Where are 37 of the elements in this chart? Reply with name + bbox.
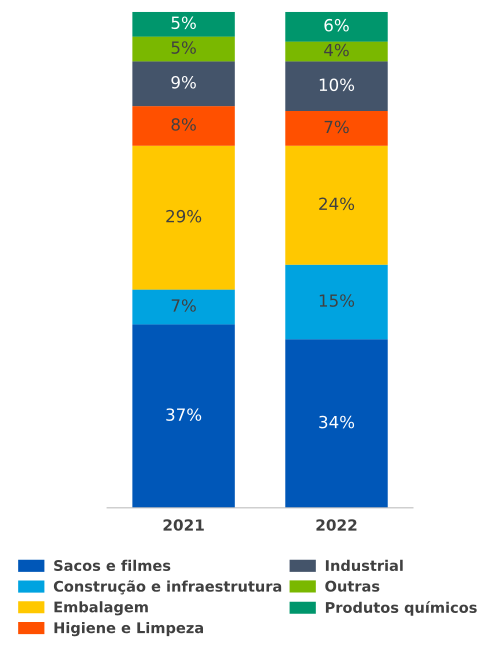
data-label: 4% [324,44,349,56]
data-label: 6% [324,18,349,32]
bar [132,61,235,106]
data-label: 10% [320,78,354,92]
bar [132,324,235,508]
bar [132,12,235,37]
data-label: 15% [320,294,354,307]
bar [132,146,235,290]
data-label: 9% [171,76,196,89]
legend-label: Industrial [326,560,403,572]
bar [285,146,388,265]
data-label: 5% [172,16,196,30]
bar [132,106,235,146]
data-label: 5% [172,41,196,54]
bar [285,264,388,340]
legend-label: Produtos químicos [326,601,477,616]
legend-label: Sacos e filmes [54,560,170,572]
data-label: 7% [324,120,349,134]
bar [285,42,388,62]
x-tick-label: 2022 [316,519,356,531]
bar [285,339,388,508]
data-label: 7% [172,299,196,312]
legend-label: Higiene e Limpeza [54,622,204,636]
data-label: 34% [319,416,354,428]
data-label: 8% [172,118,196,131]
data-label: 29% [166,210,202,223]
bar [285,111,388,146]
bar [132,290,235,324]
data-label: 37% [166,408,202,421]
bar [132,36,235,62]
legend-label: Embalagem [54,601,148,616]
bar [285,61,388,112]
data-label: 24% [319,198,354,210]
x-tick-label: 2021 [164,519,204,531]
legend-label: Construção e infraestrutura [54,580,282,594]
bar [285,12,388,42]
legend-label: Outras [325,580,380,592]
